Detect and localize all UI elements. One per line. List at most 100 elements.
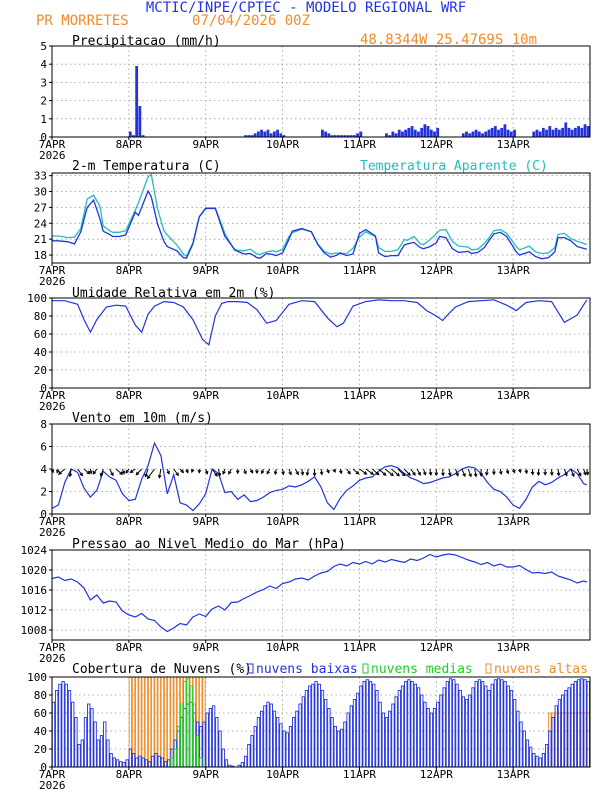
precip-bar: [272, 131, 276, 137]
precip-bar: [135, 66, 139, 137]
precip-bar: [266, 129, 270, 137]
cloud-bar-0: [525, 739, 530, 768]
cloud-bar-1: [176, 726, 181, 768]
cloud-bar-0: [243, 755, 248, 768]
y-tick-label: 100: [27, 671, 47, 684]
wind-barb-head: [166, 470, 170, 475]
cloud-bar-0: [471, 687, 475, 768]
cloud-bar-0: [260, 710, 264, 768]
precip-bar: [545, 129, 548, 137]
wind-barb-head: [396, 472, 400, 477]
y-tick-label: 3: [40, 76, 47, 89]
x-tick-label: 12APR: [420, 641, 453, 654]
x-tick-label: 10APR: [266, 138, 299, 151]
y-tick-label: 20: [34, 743, 47, 756]
precip-bar: [244, 135, 247, 137]
wind-barb-head: [524, 470, 529, 475]
wind-barb-head: [305, 472, 310, 477]
cloud-bar-0: [468, 694, 472, 768]
cloud-bar-0: [375, 690, 379, 768]
x-tick-label: 13APR: [497, 641, 530, 654]
wind-barb-head: [401, 472, 406, 477]
precip-bar: [282, 135, 286, 137]
y-tick-label: 2: [40, 486, 47, 499]
cloud-bar-0: [432, 708, 437, 768]
y-tick-label: 1: [40, 113, 47, 126]
x-tick-label: 8APR: [116, 768, 143, 781]
precip-bar: [333, 135, 337, 137]
cloud-bar-0: [320, 690, 325, 768]
cloud-bar-0: [292, 717, 296, 768]
cloud-bar-0: [80, 739, 84, 768]
legend-label-1: nuvens medias: [371, 662, 473, 677]
precip-bar: [471, 131, 475, 137]
x-tick-label: 7APR: [39, 641, 66, 654]
wind-barb: [158, 468, 162, 478]
y-tick-label: 21: [34, 233, 47, 246]
cloud-bar-0: [512, 699, 517, 768]
cloud-bar-0: [51, 701, 56, 768]
wind-barb-head: [157, 474, 162, 479]
cloud-bar-0: [477, 679, 482, 768]
wind-barb-head: [281, 471, 285, 476]
cloud-bar-0: [503, 681, 507, 768]
series-line-rh: [52, 299, 588, 346]
wind-barb-head: [197, 469, 202, 474]
header-title: MCTIC/INPE/CPTEC - MODELO REGIONAL WRF: [146, 0, 466, 16]
wind-barb-head: [434, 472, 439, 477]
cloud-bar-0: [404, 681, 408, 768]
cloud-bar-0: [551, 717, 555, 768]
cloud-bar-0: [256, 717, 261, 768]
panel-temp: 18 21 24 27 30 33 7APR 8APR 9APR 10APR 11APR 12APR 1…: [34, 159, 591, 288]
wind-barb: [403, 468, 411, 476]
wind-barb: [467, 468, 472, 477]
cloud-bar-0: [211, 705, 216, 768]
y-tick-label: 40: [34, 725, 47, 738]
cloud-bar-0: [263, 705, 267, 768]
cloud-bar-0: [336, 730, 341, 768]
wind-barb: [115, 468, 123, 475]
cloud-bar-0: [314, 681, 318, 768]
cloud-bar-1: [173, 748, 177, 768]
cloud-bar-0: [442, 687, 446, 768]
precip-bar: [346, 135, 350, 137]
cloud-bar-0: [90, 708, 94, 768]
wind-barb: [69, 468, 72, 477]
precip-bar: [385, 133, 388, 137]
cloud-bar-0: [413, 683, 418, 768]
panel-rh: 0 20 40 60 80 100 7APR 8APR 9APR 10APR 11APR 12APR 1…: [27, 286, 591, 413]
wind-barb-head: [228, 470, 232, 475]
wind-barb: [378, 468, 387, 476]
precip-bar: [554, 127, 558, 137]
cloud-bar-0: [167, 759, 171, 768]
cloud-bar-0: [163, 761, 168, 768]
x-tick-label: 8APR: [116, 389, 143, 402]
cloud-bar-0: [480, 681, 485, 768]
cloud-bar-1: [192, 703, 197, 768]
precip-bar: [503, 124, 507, 137]
cloud-bar-0: [131, 753, 136, 768]
cloud-bar-0: [391, 703, 395, 768]
precip-bar: [132, 135, 135, 137]
cloud-bar-0: [96, 739, 100, 768]
legend-label-2: nuvens altas: [494, 662, 588, 677]
x-tick-label: 8APR: [116, 264, 143, 277]
cloud-bar-0: [573, 681, 578, 768]
cloud-bar-0: [115, 759, 120, 768]
x-tick-label: 7APR: [39, 515, 66, 528]
legend-swatch-0: [247, 663, 254, 674]
cloud-bar-0: [93, 721, 97, 768]
cloud-bar-0: [208, 708, 213, 768]
series-line-apparent-temperature: [52, 173, 588, 258]
wind-barb-head: [125, 469, 129, 474]
cloud-bar-0: [279, 723, 283, 768]
wind-barb-head: [180, 469, 185, 474]
wind-barb-head: [585, 471, 590, 476]
wind-barb-head: [363, 471, 368, 475]
cloud-bar-0: [384, 717, 389, 768]
y-tick-label: 8: [40, 418, 47, 431]
wind-barb-head: [260, 470, 265, 475]
wind-barb-head: [505, 470, 510, 475]
precip-bar: [564, 122, 568, 137]
y-tick-label: 24: [34, 217, 48, 230]
